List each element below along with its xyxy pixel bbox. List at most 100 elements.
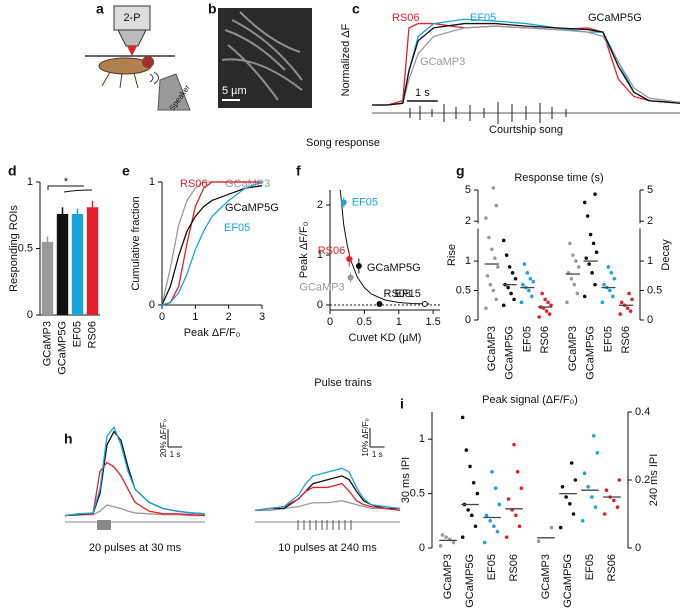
imaging-frame [218, 8, 312, 108]
point [421, 301, 428, 307]
setup-diagram [85, 5, 191, 111]
point [600, 300, 605, 305]
point [515, 470, 520, 474]
y2-axis-label: Decay [660, 239, 672, 271]
y-tick-label: 1 [149, 176, 155, 188]
x-tick-label: EF05 [584, 554, 596, 580]
point [586, 485, 590, 489]
x-tick-label: 1 [396, 316, 402, 328]
point [491, 186, 496, 190]
point [490, 247, 494, 252]
y-tick-label: 0.5 [410, 488, 425, 500]
x-tick-label: 0 [159, 311, 165, 323]
trace [64, 425, 206, 517]
panel-letter: a [96, 1, 104, 17]
y-tick-label: 0.5 [647, 284, 662, 296]
point [590, 495, 594, 499]
series-label: EF05 [470, 12, 496, 24]
point [625, 306, 630, 311]
annotation: Courtship song [489, 124, 563, 136]
point [521, 282, 525, 287]
x-tick-label: RS06 [508, 554, 520, 582]
panel-letter: i [400, 396, 404, 412]
point [347, 274, 354, 281]
trace [255, 500, 401, 512]
x-tick-label: 2 [226, 311, 232, 323]
y-tick-label: 1 [419, 433, 425, 445]
point [451, 540, 456, 545]
point [609, 271, 614, 275]
point [582, 200, 587, 205]
point [628, 309, 633, 313]
point [564, 495, 568, 499]
point [602, 512, 607, 516]
point [593, 192, 597, 196]
song-waveform [372, 102, 680, 124]
point [482, 540, 487, 545]
point [355, 263, 362, 269]
point-label: EF05 [352, 196, 378, 208]
x-tick-label: EF05 [486, 554, 498, 580]
y-tick-label: 0 [465, 314, 471, 326]
x-axis-label: Peak ΔF/F₀ [184, 327, 241, 339]
y-tick-label: 2 [465, 215, 471, 227]
point [340, 199, 347, 206]
x-tick-label: GCaMP3 [442, 554, 454, 599]
point [627, 291, 631, 296]
scale-label: 1 s [170, 450, 181, 459]
point [460, 535, 465, 539]
point [612, 276, 617, 281]
y-tick-label: 0 [419, 542, 425, 554]
series-label: RS06 [392, 12, 420, 24]
point [504, 535, 509, 539]
point [571, 253, 575, 257]
point [488, 519, 492, 523]
point [537, 315, 542, 319]
panel-letter: f [296, 163, 301, 179]
panel-letter: c [352, 1, 360, 17]
point [549, 525, 554, 530]
stimulus-markers [65, 520, 400, 530]
point [549, 303, 553, 308]
point [593, 505, 598, 510]
point [594, 250, 599, 255]
y-tick-label: 2 [317, 199, 323, 211]
point [509, 291, 513, 296]
point-label: GCaMP5G [367, 262, 421, 274]
x-tick-label: GCaMP3 [540, 554, 552, 599]
point [506, 285, 510, 290]
x-tick-label: GCaMP3 [41, 321, 53, 366]
point [571, 512, 576, 516]
point [582, 294, 587, 299]
x-tick-label: GCaMP5G [56, 321, 68, 375]
x-tick-label: GCaMP5G [504, 326, 516, 380]
point [513, 276, 518, 281]
x-tick-label: EF05 [602, 326, 614, 352]
point [514, 513, 518, 518]
point [517, 524, 522, 529]
bar [71, 213, 84, 315]
trace [161, 181, 262, 306]
point [506, 497, 511, 501]
point-label: RS08 [384, 288, 412, 300]
point [573, 478, 578, 482]
point [444, 535, 448, 539]
point [460, 415, 465, 420]
x-tick-label: EF05 [521, 326, 533, 352]
scale-label: 1 s [415, 87, 430, 99]
point [490, 470, 494, 474]
point [565, 300, 569, 305]
point [575, 291, 580, 296]
point [606, 265, 611, 269]
point [492, 524, 496, 529]
panel-letter: b [208, 1, 217, 17]
caption: 10 pulses at 240 ms [278, 542, 377, 554]
point [484, 306, 488, 311]
point [576, 265, 581, 269]
point [527, 288, 531, 293]
x-axis-label: Cuvet KD (µM) [349, 332, 422, 344]
x-tick-label: RS06 [86, 321, 98, 349]
point-label: RS06 [318, 245, 346, 257]
series-label: GCaMP3 [420, 56, 465, 68]
y-tick-label: 1 [647, 255, 653, 267]
